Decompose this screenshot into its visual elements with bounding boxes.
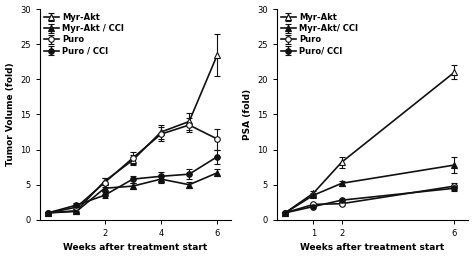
X-axis label: Weeks after treatment start: Weeks after treatment start	[64, 244, 208, 252]
Legend: Myr-Akt, Myr-Akt/ CCI, Puro, Puro/ CCI: Myr-Akt, Myr-Akt/ CCI, Puro, Puro/ CCI	[279, 12, 360, 57]
Y-axis label: PSA (fold): PSA (fold)	[243, 89, 252, 140]
Y-axis label: Tumor Volume (fold): Tumor Volume (fold)	[6, 63, 15, 166]
X-axis label: Weeks after treatment start: Weeks after treatment start	[301, 244, 445, 252]
Legend: Myr-Akt, Myr-Akt / CCI, Puro, Puro / CCI: Myr-Akt, Myr-Akt / CCI, Puro, Puro / CCI	[42, 12, 126, 57]
